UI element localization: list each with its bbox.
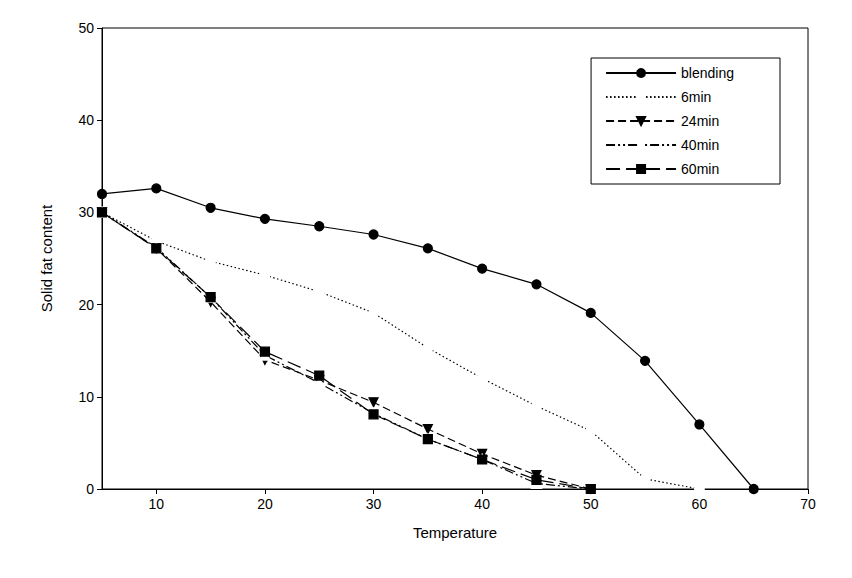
svg-text:10: 10 <box>149 496 165 512</box>
svg-text:20: 20 <box>257 496 273 512</box>
svg-text:60min: 60min <box>681 161 719 177</box>
svg-text:6min: 6min <box>681 89 711 105</box>
svg-text:Temperature: Temperature <box>413 524 497 541</box>
svg-text:24min: 24min <box>681 113 719 129</box>
svg-text:30: 30 <box>78 204 94 220</box>
svg-text:40: 40 <box>474 496 490 512</box>
svg-text:20: 20 <box>78 297 94 313</box>
svg-text:30: 30 <box>366 496 382 512</box>
svg-text:70: 70 <box>800 496 816 512</box>
svg-text:60: 60 <box>692 496 708 512</box>
svg-text:0: 0 <box>86 481 94 497</box>
svg-text:Solid fat content: Solid fat content <box>38 204 55 312</box>
svg-text:50: 50 <box>583 496 599 512</box>
svg-text:blending: blending <box>681 65 734 81</box>
svg-text:50: 50 <box>78 20 94 36</box>
svg-text:10: 10 <box>78 389 94 405</box>
svg-text:40: 40 <box>78 112 94 128</box>
svg-text:40min: 40min <box>681 137 719 153</box>
